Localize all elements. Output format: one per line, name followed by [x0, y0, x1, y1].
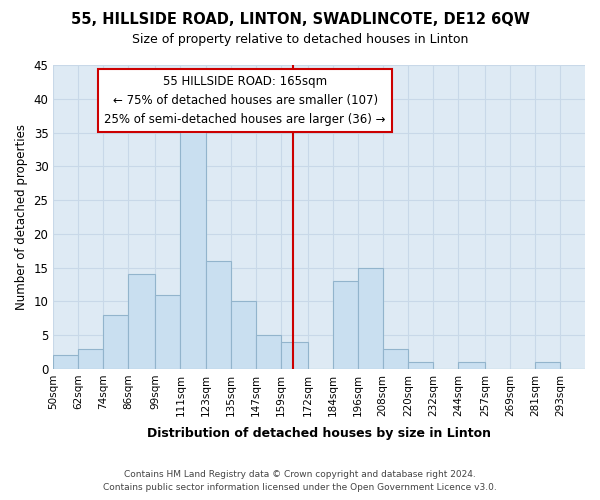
Bar — [79, 348, 103, 369]
Bar — [535, 362, 560, 369]
Bar — [408, 362, 433, 369]
Text: Size of property relative to detached houses in Linton: Size of property relative to detached ho… — [132, 32, 468, 46]
Text: Contains HM Land Registry data © Crown copyright and database right 2024.
Contai: Contains HM Land Registry data © Crown c… — [103, 470, 497, 492]
Bar — [256, 335, 281, 369]
Text: 55 HILLSIDE ROAD: 165sqm
← 75% of detached houses are smaller (107)
25% of semi-: 55 HILLSIDE ROAD: 165sqm ← 75% of detach… — [104, 75, 386, 126]
Y-axis label: Number of detached properties: Number of detached properties — [15, 124, 28, 310]
Bar — [206, 261, 230, 369]
Bar — [358, 268, 383, 369]
Bar — [155, 294, 181, 369]
Bar — [332, 281, 358, 369]
Bar — [128, 274, 155, 369]
Bar — [53, 356, 79, 369]
Text: 55, HILLSIDE ROAD, LINTON, SWADLINCOTE, DE12 6QW: 55, HILLSIDE ROAD, LINTON, SWADLINCOTE, … — [71, 12, 529, 28]
Bar — [458, 362, 485, 369]
Bar — [103, 315, 128, 369]
Bar — [230, 302, 256, 369]
X-axis label: Distribution of detached houses by size in Linton: Distribution of detached houses by size … — [147, 427, 491, 440]
Bar — [281, 342, 308, 369]
Bar — [383, 348, 408, 369]
Bar — [181, 119, 206, 369]
